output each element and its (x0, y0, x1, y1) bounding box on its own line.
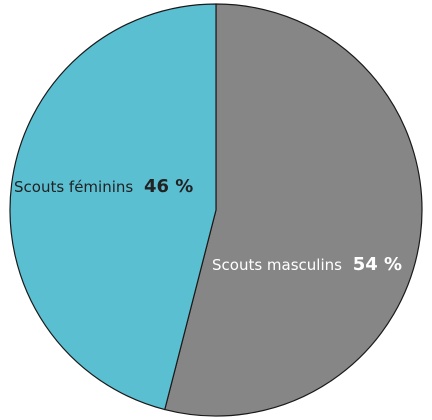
slice-name-scouts-masculins: Scouts masculins (212, 256, 342, 274)
pie-labels: Scouts masculins 54 % Scouts féminins 46… (14, 176, 402, 275)
pie-slice-scouts-feminins (9, 3, 217, 411)
slice-name-scouts-feminins: Scouts féminins (14, 178, 133, 196)
pie-slice-scouts-masculins (164, 3, 423, 417)
slice-value-scouts-feminins: 46 % (144, 176, 193, 197)
slice-label-scouts-feminins: Scouts féminins 46 % (14, 176, 193, 197)
pie-slices (9, 3, 423, 417)
slice-value-scouts-masculins: 54 % (353, 254, 402, 275)
slice-label-scouts-masculins: Scouts masculins 54 % (212, 254, 402, 275)
